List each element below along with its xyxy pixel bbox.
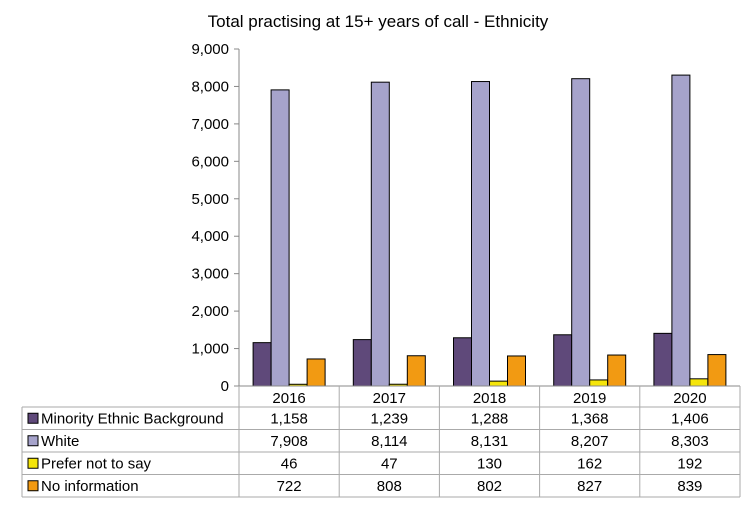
category-label: 2020 <box>673 390 706 407</box>
bars <box>252 74 727 387</box>
bar-white-2018 <box>471 81 490 387</box>
table-cell-value: 7,908 <box>270 433 308 450</box>
bar-minority-ethnic-background-2017 <box>352 339 372 387</box>
bar-prefer-not-to-say-2019 <box>589 379 609 387</box>
table-cell-value: 1,406 <box>671 410 709 427</box>
bar-minority-ethnic-background-2016 <box>252 342 272 387</box>
legend-label: Minority Ethnic Background <box>41 410 224 427</box>
y-tick-label: 5,000 <box>191 191 229 208</box>
bar-no-information-2016 <box>306 358 326 387</box>
table-cell-value: 1,239 <box>371 410 409 427</box>
legend-label: No information <box>41 478 139 495</box>
data-table: 2016 2017 2018 2019 2020 Minority Ethnic Back… <box>21 385 741 498</box>
legend-label: Prefer not to say <box>41 455 152 472</box>
legend-swatch <box>27 412 39 424</box>
category-label: 2017 <box>373 390 406 407</box>
y-axis: 0 1,000 2,000 3,000 4,000 5,000 6,000 7,000 8,00… <box>191 41 240 395</box>
bar-no-information-2020 <box>707 354 727 387</box>
table-cell-value: 47 <box>381 455 398 472</box>
legend-swatch <box>27 457 39 469</box>
table-cell-value: 130 <box>477 455 502 472</box>
legend-swatch <box>27 480 39 492</box>
bar-no-information-2017 <box>406 355 426 387</box>
bar-minority-ethnic-background-2020 <box>653 332 673 387</box>
legend-swatch <box>27 435 39 447</box>
bar-no-information-2018 <box>507 355 526 387</box>
y-tick-label: 2,000 <box>191 303 229 320</box>
table-cell-value: 1,368 <box>571 410 609 427</box>
legend-label: White <box>41 433 79 450</box>
y-tick-label: 0 <box>221 378 229 395</box>
y-tick-label: 6,000 <box>191 153 229 170</box>
table-cell-value: 802 <box>477 478 502 495</box>
bar-no-information-2019 <box>607 354 627 387</box>
y-tick-label: 9,000 <box>191 41 229 58</box>
y-tick-label: 7,000 <box>191 116 229 133</box>
bar-white-2017 <box>370 81 390 387</box>
bar-minority-ethnic-background-2018 <box>453 337 472 387</box>
bar-white-2016 <box>270 89 290 387</box>
category-label: 2018 <box>473 390 506 407</box>
y-tick-label: 1,000 <box>191 341 229 358</box>
category-label: 2016 <box>272 390 305 407</box>
table-cell-value: 1,158 <box>270 410 308 427</box>
y-tick-label: 4,000 <box>191 228 229 245</box>
table-cell-value: 192 <box>677 455 702 472</box>
bar-minority-ethnic-background-2019 <box>553 334 573 387</box>
y-tick-label: 3,000 <box>191 266 229 283</box>
table-cell-value: 1,288 <box>471 410 509 427</box>
table-cell-value: 808 <box>377 478 402 495</box>
bar-white-2019 <box>571 78 591 387</box>
table-cell-value: 46 <box>281 455 298 472</box>
table-cell-value: 839 <box>677 478 702 495</box>
table-cell-value: 722 <box>277 478 302 495</box>
table-cell-value: 827 <box>577 478 602 495</box>
table-cell-value: 8,131 <box>471 433 509 450</box>
bar-white-2020 <box>671 74 691 387</box>
category-label: 2019 <box>573 390 606 407</box>
table-cell-value: 8,303 <box>671 433 709 450</box>
table-cell-value: 8,114 <box>371 433 407 450</box>
chart-title: Total practising at 15+ years of call - … <box>208 12 549 31</box>
bar-prefer-not-to-say-2020 <box>689 378 709 387</box>
table-cell-value: 8,207 <box>571 433 609 450</box>
bar-prefer-not-to-say-2018 <box>489 380 508 387</box>
table-cell-value: 162 <box>577 455 602 472</box>
y-tick-label: 8,000 <box>191 78 229 95</box>
